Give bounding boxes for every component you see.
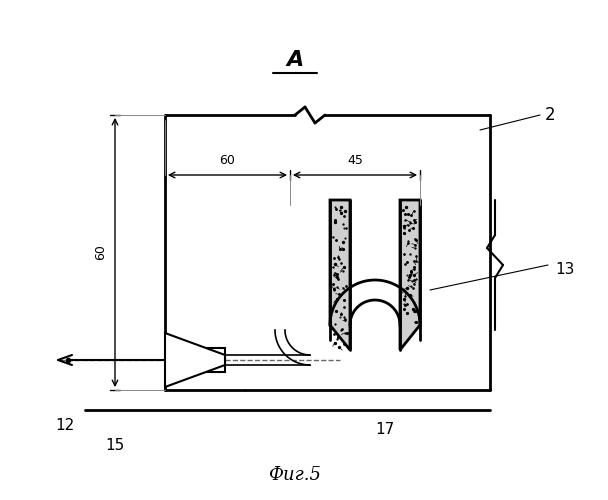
Text: А: А	[286, 50, 303, 70]
Text: Фиг.5: Фиг.5	[269, 466, 322, 484]
Text: 12: 12	[55, 418, 75, 432]
Polygon shape	[330, 200, 350, 350]
Polygon shape	[165, 333, 225, 387]
Text: 60: 60	[94, 244, 107, 260]
Text: 60: 60	[219, 154, 235, 167]
Text: 2: 2	[545, 106, 556, 124]
Text: 13: 13	[555, 262, 575, 278]
Text: 17: 17	[375, 422, 395, 438]
Bar	[195, 348, 225, 372]
Polygon shape	[400, 200, 420, 350]
Text: 45: 45	[347, 154, 363, 167]
Text: 15: 15	[105, 438, 125, 452]
